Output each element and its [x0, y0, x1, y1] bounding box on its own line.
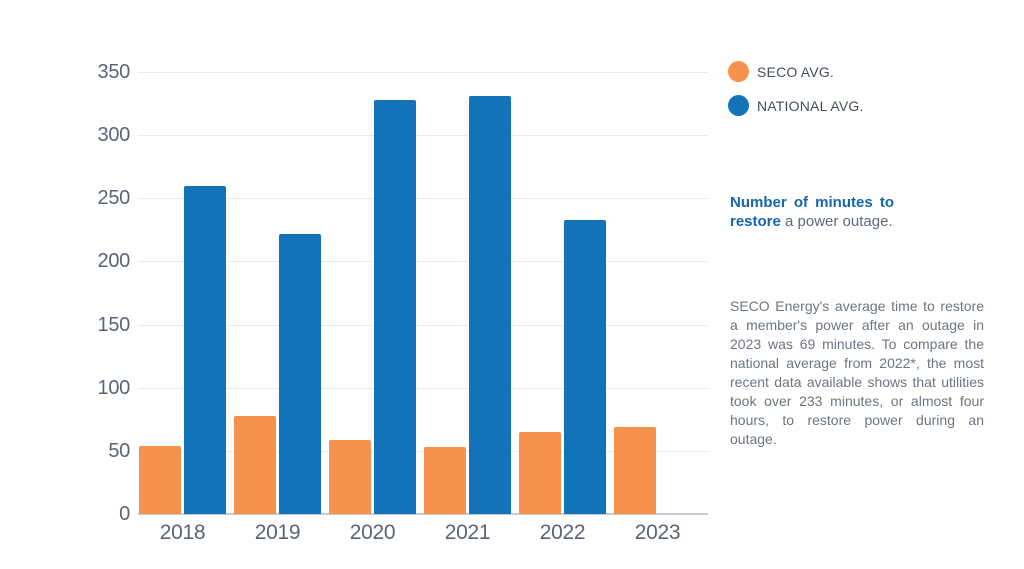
y-axis-tick-label-350: 350 [97, 61, 131, 83]
gridline-y350 [138, 72, 708, 73]
x-axis-tick-label-2021: 2021 [444, 521, 491, 544]
y-axis-tick-label-150: 150 [97, 313, 131, 336]
bar-national-2018 [184, 185, 226, 514]
x-axis-tick-label-2023: 2023 [634, 521, 681, 544]
bar-national-2022 [564, 219, 606, 514]
x-axis-tick-label-2018: 2018 [159, 521, 206, 544]
bar-group-2021 [424, 72, 511, 514]
national-swatch-icon [728, 95, 749, 116]
bar-group-2019 [234, 72, 321, 514]
y-axis-tick-label-50: 50 [108, 439, 130, 462]
legend-label-national: NATIONAL AVG. [757, 97, 864, 114]
x-axis-tick-label-2019: 2019 [254, 521, 301, 544]
bar-national-2019 [279, 233, 321, 514]
gridline-y200 [138, 261, 708, 263]
bar-group-2020 [329, 72, 416, 514]
bar-group-2018 [139, 72, 226, 514]
legend-label-seco: SECO AVG. [757, 63, 835, 80]
y-axis-tick-label-200: 200 [97, 250, 131, 273]
bar-seco-2020 [329, 439, 371, 514]
bar-seco-2022 [519, 431, 561, 514]
x-axis-tick-label-2022: 2022 [539, 521, 586, 544]
gridline-y150 [138, 324, 708, 326]
gridline-y100 [138, 387, 708, 389]
chart-legend: SECO AVG. NATIONAL AVG. [728, 61, 864, 129]
bar-national-2020 [374, 99, 416, 514]
bar-seco-2021 [424, 447, 466, 514]
legend-item-national: NATIONAL AVG. [728, 95, 864, 116]
legend-item-seco: SECO AVG. [728, 61, 864, 82]
bar-chart-plot-area: 0 50 100 150 200 250 300 350 2018 2019 2020 2021 202… [98, 62, 708, 544]
caption-bold-text: Number of minutes to restore [730, 194, 894, 230]
bar-group-2022 [519, 72, 606, 514]
bar-seco-2019 [234, 415, 276, 514]
seco-swatch-icon [728, 61, 749, 82]
y-axis-tick-label-250: 250 [97, 187, 131, 210]
gridline-y250 [138, 198, 708, 200]
y-axis-tick-label-300: 300 [97, 124, 131, 147]
chart-caption: Number of minutes to restore a power out… [730, 193, 894, 231]
y-axis-tick-label-100: 100 [97, 376, 131, 399]
gridline-y50 [138, 450, 708, 452]
caption-rest-text: a power outage. [780, 213, 893, 230]
bar-group-2023 [614, 72, 701, 514]
gridline-y300 [138, 135, 708, 137]
x-axis-tick-label-2020: 2020 [349, 521, 396, 544]
gridline-y0 [138, 513, 708, 515]
description-paragraph: SECO Energy's average time to restore a … [730, 298, 984, 447]
bar-national-2021 [469, 96, 511, 514]
bar-seco-2023 [614, 426, 656, 514]
bar-seco-2018 [139, 445, 181, 514]
y-axis-tick-label-0: 0 [119, 503, 130, 525]
